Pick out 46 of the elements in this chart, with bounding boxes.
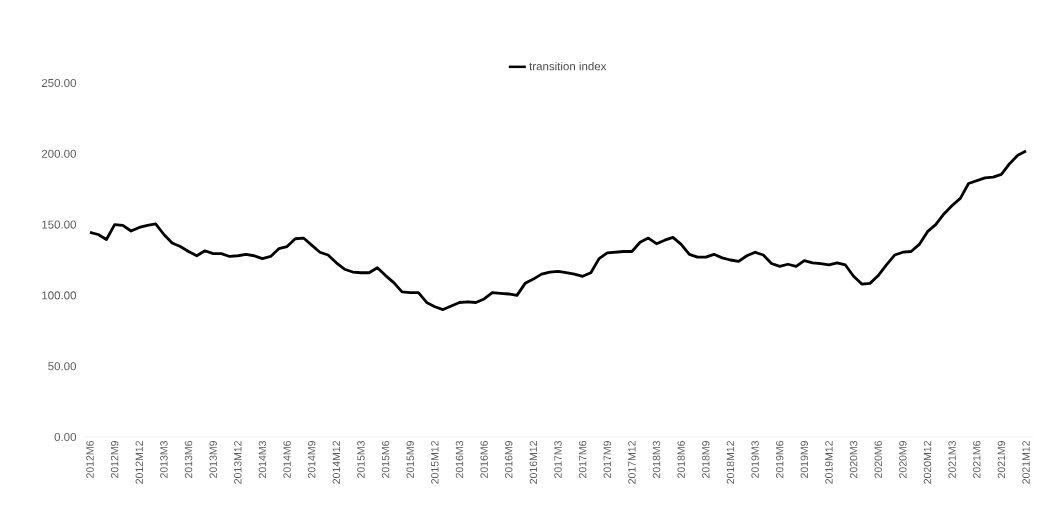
- x-tick-label: 2020M9: [899, 441, 907, 478]
- x-tick-label: 2013M9: [209, 441, 217, 478]
- x-tick-label: 2013M6: [184, 440, 193, 478]
- x-tick-label: 2013M12: [234, 441, 242, 484]
- x-tick-label: 2020M12: [923, 441, 932, 484]
- x-tick-label: 2014M3: [258, 440, 267, 478]
- x-tick-label: 2014M9: [307, 441, 316, 478]
- x-tick-label: 2021M6: [973, 440, 981, 478]
- x-tick-label: 2017M12: [628, 441, 636, 484]
- y-tick-label: 150.00: [42, 220, 77, 229]
- x-tick-label: 2015M3: [357, 440, 365, 478]
- y-tick-label: 100.00: [42, 291, 77, 300]
- x-tick-label: 2017M6: [578, 440, 587, 478]
- x-tick-label: 2012M9: [110, 441, 119, 478]
- x-tick-label: 2012M6: [86, 440, 94, 478]
- x-tick-label: 2017M9: [603, 441, 611, 478]
- x-tick-label: 2012M12: [135, 441, 143, 484]
- x-tick-label: 2015M12: [431, 441, 439, 484]
- x-tick-label: 2016M6: [480, 440, 488, 478]
- y-tick-label: 200.00: [41, 149, 77, 158]
- x-tick-label: 2017M3: [554, 440, 562, 478]
- x-tick-label: 2018M9: [702, 441, 710, 478]
- x-tick-label: 2020M6: [874, 440, 882, 478]
- x-tick-label: 2019M9: [800, 441, 809, 478]
- legend-label: transition index: [529, 61, 607, 71]
- x-tick-label: 2021M9: [997, 441, 1006, 478]
- x-tick-label: 2016M3: [455, 440, 464, 478]
- x-tick-label: 2016M9: [505, 441, 513, 478]
- x-tick-label: 2015M9: [406, 441, 414, 478]
- x-tick-label: 2015M6: [381, 440, 390, 478]
- y-tick-label: 50.00: [48, 362, 77, 371]
- x-tick-label: 2021M3: [948, 440, 956, 478]
- x-tick-label: 2018M3: [652, 440, 661, 478]
- x-tick-label: 2018M12: [726, 441, 735, 484]
- x-tick-label: 2014M12: [332, 441, 341, 484]
- x-tick-label: 2014M6: [283, 440, 291, 478]
- x-tick-label: 2020M3: [849, 440, 858, 478]
- x-tick-label: 2019M3: [751, 440, 759, 478]
- x-tick-label: 2013M3: [160, 440, 168, 478]
- x-tick-label: 2018M6: [677, 440, 685, 478]
- x-tick-label: 2016M12: [529, 441, 538, 484]
- y-tick-label: 250.00: [41, 78, 77, 88]
- x-tick-label: 2019M12: [825, 441, 833, 484]
- x-tick-label: 2021M12: [1022, 441, 1030, 484]
- x-tick-label: 2019M6: [775, 440, 784, 478]
- y-tick-label: 0.00: [54, 432, 77, 442]
